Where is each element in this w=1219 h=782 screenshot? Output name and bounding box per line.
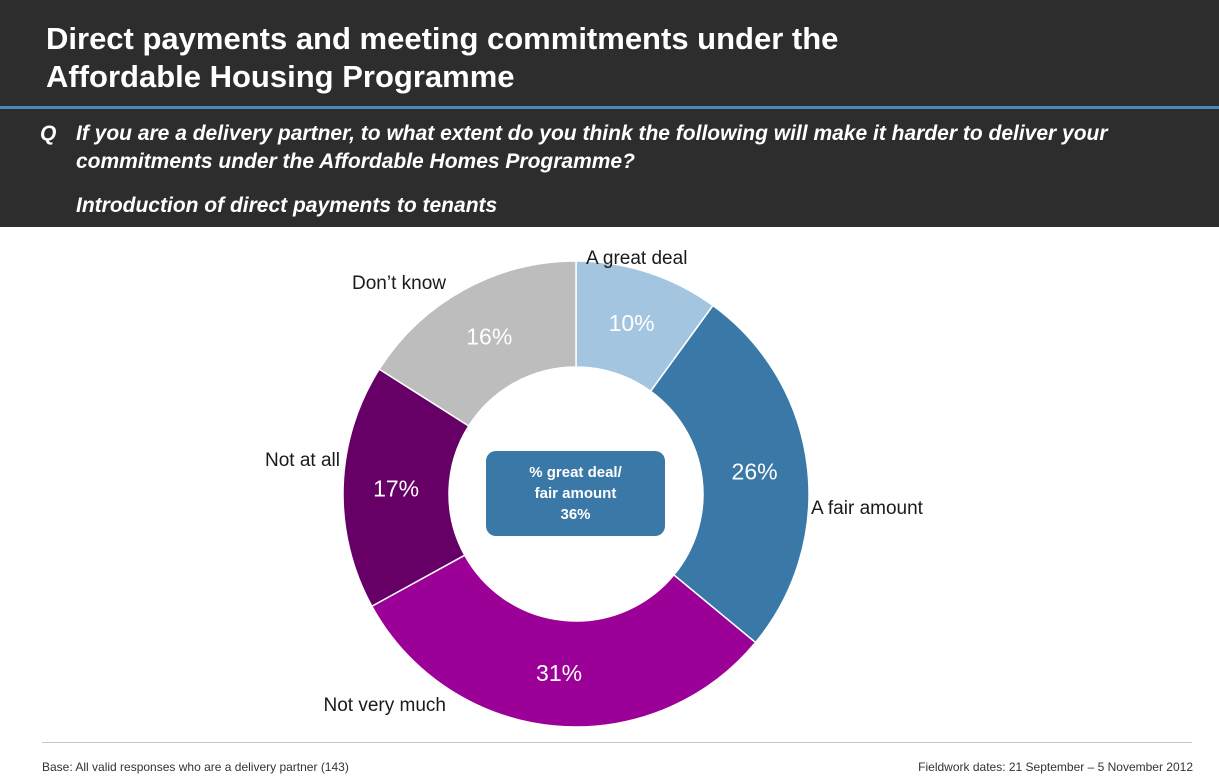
slice-2 bbox=[370, 554, 757, 728]
question-band bbox=[0, 109, 1219, 227]
question-subtext: Introduction of direct payments to tenan… bbox=[76, 194, 498, 217]
slice-value-label-4: 16% bbox=[466, 323, 512, 349]
title-divider bbox=[0, 106, 1219, 109]
title-line-2: Affordable Housing Programme bbox=[46, 59, 515, 94]
slice-value-label-0: 10% bbox=[609, 310, 655, 336]
summary-value: 36% bbox=[560, 506, 591, 523]
slice-3 bbox=[342, 368, 470, 608]
slice-category-label-3: Not at all bbox=[265, 450, 340, 471]
slice-value-label-1: 26% bbox=[732, 458, 778, 484]
fieldwork-dates: Fieldwork dates: 21 September – 5 Novemb… bbox=[918, 760, 1193, 774]
title-band bbox=[0, 0, 1219, 106]
slice-category-label-1: A fair amount bbox=[811, 498, 924, 519]
slice-1 bbox=[649, 304, 810, 644]
summary-box: % great deal/ fair amount 36% bbox=[486, 451, 665, 536]
page-title: Direct payments and meeting commitments … bbox=[46, 20, 1166, 96]
slice-4 bbox=[378, 260, 577, 427]
summary-line-1: % great deal/ bbox=[529, 464, 622, 481]
slice-category-label-4: Don’t know bbox=[352, 273, 446, 294]
slice-category-label-0: A great deal bbox=[586, 248, 687, 269]
base-note: Base: All valid responses who are a deli… bbox=[42, 760, 349, 774]
slice-value-label-3: 17% bbox=[373, 475, 419, 501]
slice-category-label-2: Not very much bbox=[324, 695, 446, 716]
slice-value-label-2: 31% bbox=[536, 660, 582, 686]
title-line-1: Direct payments and meeting commitments … bbox=[46, 21, 839, 56]
question-text: If you are a delivery partner, to what e… bbox=[76, 122, 1108, 173]
summary-line-2: fair amount bbox=[534, 485, 617, 502]
question-marker: Q bbox=[40, 122, 57, 145]
footer-divider bbox=[42, 742, 1192, 743]
